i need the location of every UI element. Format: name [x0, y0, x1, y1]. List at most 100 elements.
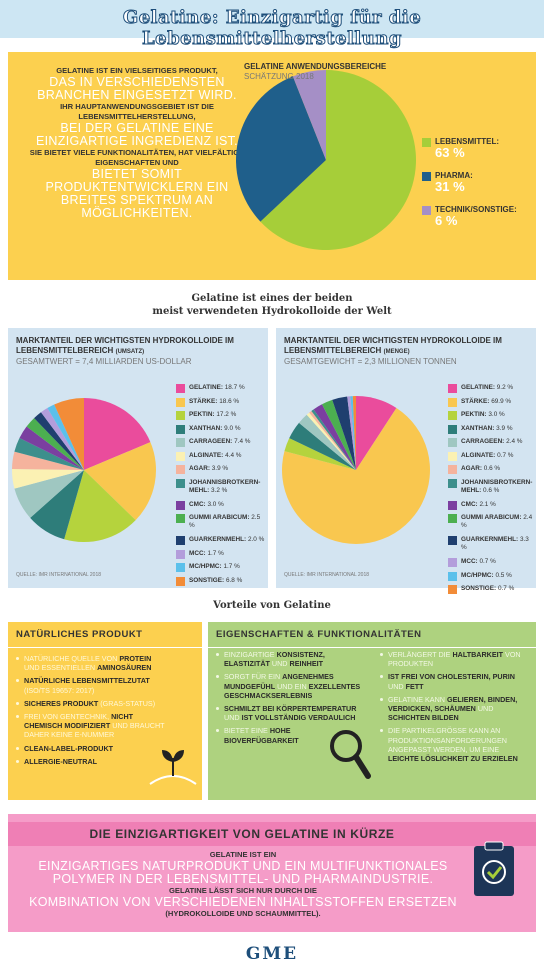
- legend-value: 1.7 %: [207, 549, 224, 557]
- list-item: SCHMILZT BEI KÖRPERTEMPERATUR UND IST VO…: [216, 704, 364, 722]
- item-text: SORGT FÜR EIN: [224, 672, 283, 682]
- legend-text: MCC: 1.7 %: [189, 550, 224, 558]
- title-bar: Gelatine: Einzigartig für die Lebensmitt…: [0, 0, 544, 50]
- legend-item: STÄRKE: 69.9 %: [448, 397, 534, 407]
- item-emphasis: NATÜRLICHE LEBENSMITTELZUTAT: [24, 676, 150, 686]
- pie-slice: [12, 468, 84, 489]
- legend-swatch: [422, 172, 431, 181]
- legend-label: MC/HPMC:: [189, 563, 222, 570]
- legend-value: 2.1 %: [479, 500, 496, 508]
- legend-label: STÄRKE:: [189, 397, 218, 405]
- item-emphasis: REINHEIT: [289, 659, 324, 669]
- list-item: VERLÄNGERT DIE HALTBARKEIT VON PRODUKTEN: [380, 650, 530, 668]
- legend-swatch: [176, 576, 185, 586]
- chart-source: QUELLE: IMR INTERNATIONAL 2018: [16, 572, 102, 578]
- legend-swatch: [448, 558, 457, 567]
- legend-value: 18.6 %: [219, 397, 240, 405]
- legend-value: 6.8 %: [225, 576, 243, 584]
- pie-slice: [14, 438, 84, 470]
- legend-text: PEKTIN: 3.0 %: [461, 411, 505, 419]
- item-text: UND EIN: [275, 681, 309, 691]
- chart-title-text: GELATINE ANWENDUNGSBEREICHE: [244, 62, 387, 71]
- legend-swatch: [448, 438, 457, 447]
- pie-slice: [19, 426, 84, 470]
- legend-text: MCC: 0.7 %: [461, 558, 496, 566]
- item-text: VERLÄNGERT DIE: [388, 650, 453, 659]
- pie-slice: [40, 408, 84, 470]
- big-line: BIETET SOMIT PRODUKTENTWICKLERN EIN BREI…: [45, 167, 229, 220]
- legend-item: GUMMI ARABICUM: 2.5 %: [176, 514, 266, 530]
- legend-value: 2.5 %: [189, 514, 261, 529]
- pie-slice: [289, 422, 356, 470]
- small-line: (HYDROKOLLOIDE UND SCHAUMMITTEL).: [165, 909, 321, 918]
- legend-text: STÄRKE: 18.6 %: [189, 398, 239, 406]
- item-emphasis: ALLERGIE-NEUTRAL: [24, 756, 98, 766]
- legend-label: CMC:: [189, 500, 206, 508]
- item-text: (ISO/TS 19657: 2017): [24, 685, 95, 695]
- legend-swatch: [448, 514, 457, 523]
- item-emphasis: GELIEREN, BINDEN, VERDICKEN, SCHÄUMEN: [388, 694, 518, 714]
- legend-text: CMC: 3.0 %: [189, 501, 224, 509]
- legend-label: CARRAGEEN:: [189, 438, 233, 445]
- chart-title: GELATINE ANWENDUNGSBEREICHE: [244, 62, 444, 72]
- item-emphasis: ANGENEHMES MUNDGEFÜHL: [224, 672, 334, 691]
- legend-label: XANTHAN:: [461, 424, 495, 432]
- item-emphasis: IST VOLLSTÄNDIG VERDAULICH: [241, 713, 356, 723]
- legend-item: LEBENSMITTEL: 63 %: [422, 138, 532, 159]
- legend-swatch: [176, 397, 185, 407]
- item-text: DIE PARTIKELGRÖSSE KANN AN PRODUKTIONSAN…: [388, 726, 508, 754]
- chart-title: MARKTANTEIL DER WICHTIGSTEN HYDROKOLLOID…: [16, 336, 266, 357]
- legend-text: PHARMA: 31 %: [435, 172, 473, 194]
- legend-swatch: [448, 536, 457, 545]
- legend-text: PEKTIN: 17.2 %: [189, 411, 236, 419]
- pie-slice: [12, 451, 85, 470]
- legend-label: MC/HPMC:: [461, 571, 494, 579]
- pie: [236, 70, 416, 250]
- list-item: NATÜRLICHE LEBENSMITTELZUTAT (ISO/TS 196…: [16, 676, 166, 695]
- legend-text: AGAR: 3.9 %: [189, 465, 228, 473]
- item-emphasis: IST FREI VON CHOLESTERIN, PURIN: [388, 672, 515, 682]
- natural-list: NATÜRLICHE QUELLE VON PROTEIN UND ESSENT…: [8, 648, 174, 776]
- small-line: GELATINE IST EIN VIELSEITIGES PRODUKT,: [56, 66, 218, 75]
- legend-value: 3.2 %: [211, 486, 228, 494]
- item-emphasis: HOHE BIOVERFÜGBARKEIT: [224, 726, 299, 745]
- legend-item: TECHNIK/SONSTIGE: 6 %: [422, 206, 532, 227]
- legend-item: CARRAGEEN: 2.4 %: [448, 438, 534, 447]
- legend-item: ALGINATE: 4.4 %: [176, 451, 266, 461]
- properties-list: VERLÄNGERT DIE HALTBARKEIT VON PRODUKTEN…: [380, 650, 530, 767]
- legend-swatch: [176, 514, 185, 523]
- legend-value: 3.9 %: [211, 465, 229, 472]
- item-text: FREI VON GENTECHNIK,: [24, 712, 112, 722]
- legend-label: JOHANNISBROTKERN-MEHL:: [189, 478, 261, 494]
- legend-label: AGAR:: [189, 465, 210, 472]
- list-item: FREI VON GENTECHNIK, NICHT CHEMISCH MODI…: [16, 712, 166, 740]
- pie: [282, 396, 430, 544]
- chart-title-text: MARKTANTEIL DER WICHTIGSTEN HYDROKOLLOID…: [284, 336, 502, 355]
- banner-line: Gelatine ist eines der beiden: [191, 293, 353, 304]
- item-emphasis: KONSISTENZ, ELASTIZITÄT: [224, 650, 325, 669]
- legend-item: AGAR: 3.9 %: [176, 465, 266, 474]
- legend-value: 9.0 %: [224, 424, 241, 432]
- legend-value: 0.6 %: [483, 465, 501, 472]
- pie-slice: [309, 410, 356, 470]
- item-emphasis: AMINOSÄUREN: [97, 663, 152, 673]
- item-text: (GRAS-STATUS): [98, 698, 156, 708]
- legend-item: SONSTIGE: 0.7 %: [448, 585, 534, 594]
- legend-label: CMC:: [461, 500, 478, 508]
- legend-swatch: [448, 424, 457, 434]
- legend-text: GELATINE: 9.2 %: [461, 384, 513, 392]
- legend-item: GELATINE: 18.7 %: [176, 384, 266, 393]
- small-line: GELATINE LÄSST SICH NUR DURCH DIE: [169, 886, 317, 895]
- legend-value: 4.4 %: [225, 451, 242, 459]
- legend-value: 0.6 %: [483, 486, 500, 494]
- small-line: IHR HAUPTANWENDUNGSGEBIET IST DIE LEBENS…: [60, 102, 214, 121]
- item-emphasis: SCHMILZT BEI KÖRPERTEMPERATUR: [224, 704, 357, 714]
- legend-item: GUARKERNMEHL: 3.3 %: [448, 536, 534, 552]
- legend-value: 2.4 %: [461, 514, 533, 529]
- item-text: EINZIGARTIGE: [224, 650, 277, 659]
- pie-slice: [284, 438, 356, 470]
- magnifier-icon: [330, 730, 371, 779]
- chart-title-note: (UMSATZ): [115, 349, 145, 355]
- chart-title-note: (MENGE): [383, 349, 410, 355]
- legend-swatch: [448, 478, 457, 488]
